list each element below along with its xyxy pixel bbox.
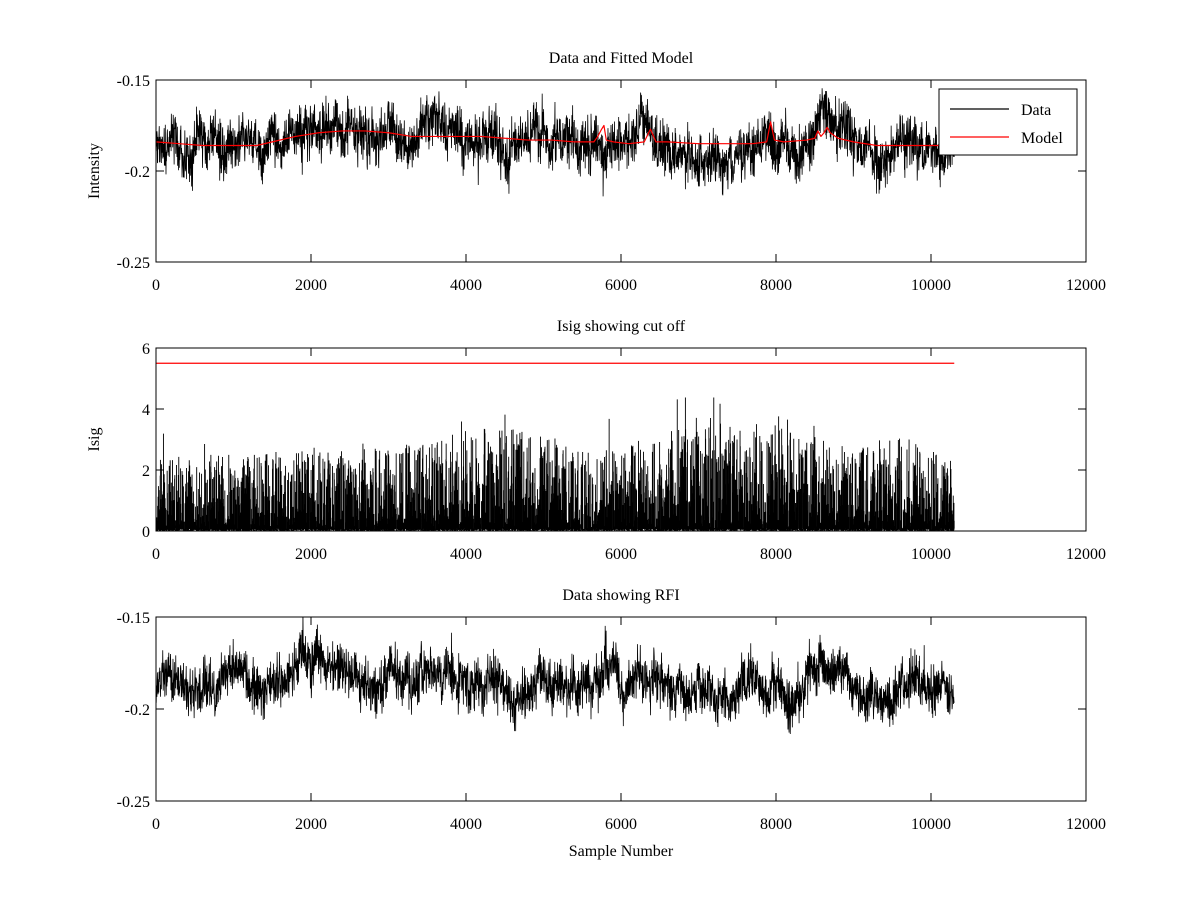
panel-3: 0 2000 4000 6000 8000 10000 12000 -0.25 -0.2 -0.1… xyxy=(117,587,1106,860)
panel-title: Data and Fitted Model xyxy=(549,50,694,67)
series-model-line xyxy=(156,121,955,147)
x-tick-label: 2000 xyxy=(295,277,327,294)
legend: Data Model xyxy=(938,88,1078,156)
x-tick-label: 4000 xyxy=(450,277,482,294)
x-tick-label: 2000 xyxy=(295,816,327,833)
panel-title: Data showing RFI xyxy=(562,587,679,604)
y-tick-label: -0.15 xyxy=(117,610,150,627)
x-tick-label: 10000 xyxy=(911,277,951,294)
x-tick-label: 0 xyxy=(152,816,160,833)
x-tick-label: 8000 xyxy=(760,816,792,833)
panel-title: Isig showing cut off xyxy=(557,318,686,335)
x-tick-label: 4000 xyxy=(450,816,482,833)
legend-box xyxy=(938,88,1078,156)
panel-1: 0 2000 4000 6000 8000 10000 12000 -0.25 -0.2 -0.1… xyxy=(86,50,1106,294)
plot-area xyxy=(156,617,955,734)
y-tick-label: -0.2 xyxy=(125,702,150,719)
y-tick-label: 6 xyxy=(142,341,150,358)
x-tick-label: 0 xyxy=(152,546,160,563)
x-tick-label: 0 xyxy=(152,277,160,294)
x-tick-label: 4000 xyxy=(450,546,482,563)
x-axis-title: Sample Number xyxy=(569,843,674,860)
legend-label-data: Data xyxy=(1021,102,1051,119)
y-tick-label: -0.15 xyxy=(117,73,150,90)
x-tick-label: 8000 xyxy=(760,277,792,294)
x-tick-label: 10000 xyxy=(911,546,951,563)
x-tick-label: 2000 xyxy=(295,546,327,563)
x-tick-label: 12000 xyxy=(1066,816,1106,833)
y-tick-label: 4 xyxy=(142,402,150,419)
x-tick-label: 6000 xyxy=(605,277,637,294)
y-tick-label: -0.25 xyxy=(117,255,150,272)
legend-label-model: Model xyxy=(1021,130,1063,147)
plot-area xyxy=(156,88,955,197)
x-tick-label: 12000 xyxy=(1066,277,1106,294)
x-tick-label: 12000 xyxy=(1066,546,1106,563)
plot-area xyxy=(156,362,955,531)
y-tick-label: -0.25 xyxy=(117,794,150,811)
y-axis-title: Intensity xyxy=(86,143,103,199)
series-signal-spikes xyxy=(156,397,955,531)
y-axis-title: Isig xyxy=(86,428,103,452)
x-tick-label: 10000 xyxy=(911,816,951,833)
x-tick-label: 6000 xyxy=(605,816,637,833)
y-tick-label: 2 xyxy=(142,463,150,480)
x-tick-label: 8000 xyxy=(760,546,792,563)
panel-2: 0 2000 4000 6000 8000 10000 12000 0 2 4 6 Isig show… xyxy=(86,318,1106,563)
series-data-trace xyxy=(156,88,955,197)
y-tick-label: 0 xyxy=(142,524,150,541)
x-tick-label: 6000 xyxy=(605,546,637,563)
series-signal-trace xyxy=(156,617,955,734)
y-tick-label: -0.2 xyxy=(125,164,150,181)
